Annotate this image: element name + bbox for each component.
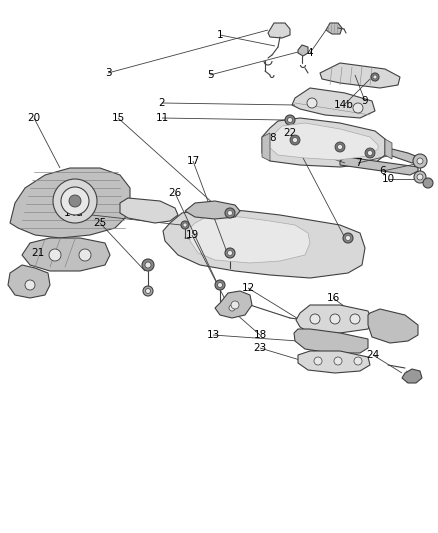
Text: 3: 3	[105, 68, 111, 78]
Circle shape	[314, 357, 322, 365]
Text: 15: 15	[111, 113, 125, 123]
Polygon shape	[22, 238, 110, 271]
Circle shape	[231, 301, 239, 309]
Circle shape	[335, 142, 345, 152]
Text: 2: 2	[159, 98, 165, 108]
Circle shape	[338, 144, 343, 149]
Circle shape	[354, 357, 362, 365]
Polygon shape	[8, 265, 50, 298]
Polygon shape	[190, 215, 310, 263]
Circle shape	[79, 249, 91, 261]
Text: 16: 16	[326, 293, 339, 303]
Text: 4: 4	[307, 48, 313, 58]
Circle shape	[334, 357, 342, 365]
Text: 10: 10	[381, 174, 395, 184]
Circle shape	[227, 251, 233, 255]
Text: 14a: 14a	[64, 208, 84, 218]
Polygon shape	[262, 133, 270, 161]
Circle shape	[145, 262, 151, 268]
Polygon shape	[368, 309, 418, 343]
Circle shape	[285, 115, 295, 125]
Circle shape	[287, 117, 293, 123]
Circle shape	[225, 208, 235, 218]
Circle shape	[417, 158, 423, 164]
Circle shape	[215, 280, 225, 290]
Text: 14b: 14b	[334, 100, 354, 110]
Polygon shape	[340, 157, 418, 175]
Circle shape	[49, 249, 61, 261]
Circle shape	[143, 286, 153, 296]
Polygon shape	[262, 118, 385, 167]
Text: 13: 13	[206, 330, 219, 340]
Circle shape	[353, 103, 363, 113]
Circle shape	[346, 236, 350, 240]
Circle shape	[413, 154, 427, 168]
Polygon shape	[185, 201, 240, 219]
Text: 8: 8	[270, 133, 276, 143]
Polygon shape	[292, 88, 375, 118]
Circle shape	[350, 314, 360, 324]
Circle shape	[227, 211, 233, 215]
Circle shape	[181, 221, 189, 229]
Circle shape	[225, 248, 235, 258]
Polygon shape	[270, 123, 378, 160]
Text: 12: 12	[241, 283, 254, 293]
Text: 7: 7	[355, 158, 361, 168]
Text: 20: 20	[28, 113, 41, 123]
Text: 26: 26	[168, 188, 182, 198]
Circle shape	[225, 301, 239, 315]
Text: 6: 6	[380, 166, 386, 176]
Polygon shape	[326, 23, 342, 34]
Circle shape	[371, 73, 379, 81]
Circle shape	[423, 178, 433, 188]
Polygon shape	[10, 168, 130, 238]
Circle shape	[365, 148, 375, 158]
Polygon shape	[298, 351, 370, 373]
Circle shape	[330, 314, 340, 324]
Polygon shape	[268, 23, 290, 38]
Text: 25: 25	[93, 218, 106, 228]
Circle shape	[417, 174, 423, 180]
Polygon shape	[402, 369, 422, 383]
Circle shape	[367, 150, 372, 156]
Circle shape	[25, 280, 35, 290]
Polygon shape	[294, 329, 368, 353]
Circle shape	[183, 223, 187, 227]
Polygon shape	[215, 291, 252, 318]
Circle shape	[145, 288, 151, 294]
Circle shape	[343, 233, 353, 243]
Circle shape	[373, 75, 377, 79]
Circle shape	[229, 305, 235, 311]
Circle shape	[307, 98, 317, 108]
Text: 17: 17	[187, 156, 200, 166]
Text: 1: 1	[217, 30, 223, 40]
Polygon shape	[385, 139, 392, 159]
Circle shape	[53, 179, 97, 223]
Circle shape	[290, 135, 300, 145]
Circle shape	[69, 195, 81, 207]
Polygon shape	[385, 149, 418, 163]
Circle shape	[61, 187, 89, 215]
Polygon shape	[320, 63, 400, 88]
Circle shape	[414, 171, 426, 183]
Text: 22: 22	[283, 128, 297, 138]
Circle shape	[293, 138, 297, 142]
Text: 5: 5	[207, 70, 213, 80]
Polygon shape	[296, 305, 372, 333]
Circle shape	[310, 314, 320, 324]
Circle shape	[218, 282, 223, 287]
Text: 21: 21	[32, 248, 45, 258]
Text: 11: 11	[155, 113, 169, 123]
Polygon shape	[163, 208, 365, 278]
Polygon shape	[120, 198, 178, 223]
Text: 9: 9	[362, 96, 368, 106]
Text: 18: 18	[253, 330, 267, 340]
Polygon shape	[298, 45, 308, 56]
Text: 24: 24	[366, 350, 380, 360]
Text: 19: 19	[185, 230, 198, 240]
Circle shape	[142, 259, 154, 271]
Text: 23: 23	[253, 343, 267, 353]
